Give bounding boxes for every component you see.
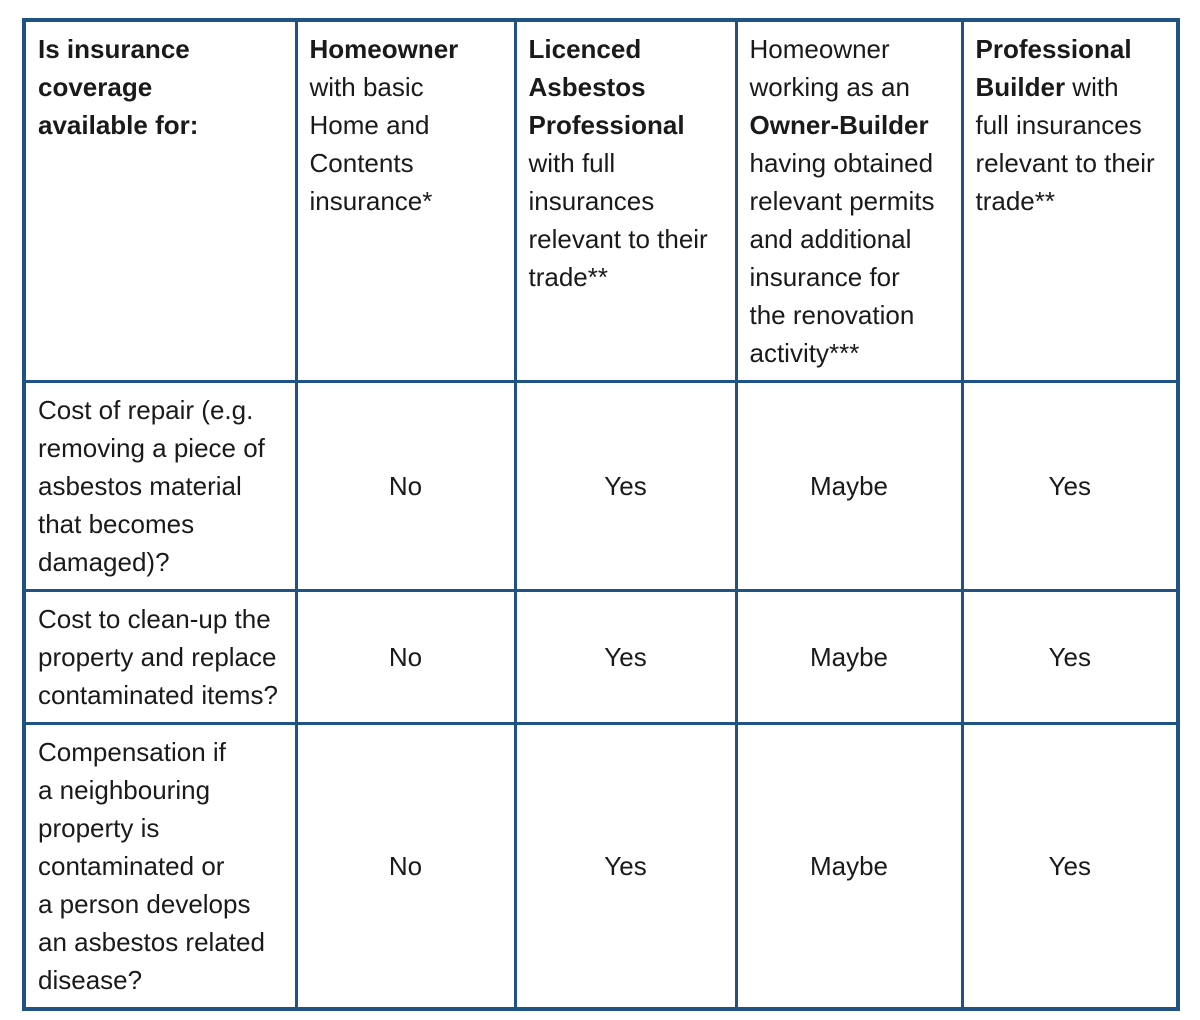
row-label: Compensation if a neighbouring property … xyxy=(22,722,298,1011)
header-row: Is insurance coverage available for: Hom… xyxy=(22,18,1180,383)
header-cell-licenced-professional: Licenced Asbestos Professional with full… xyxy=(513,18,738,383)
header-cell-homeowner: Homeowner with basic Home and Contents i… xyxy=(294,18,517,383)
coverage-value-cell: Yes xyxy=(960,722,1180,1011)
table-wrapper: Is insurance coverage available for: Hom… xyxy=(22,18,1180,1011)
header-post-text: with full insurances relevant to their t… xyxy=(528,148,708,292)
table-row-repair-cost: Cost of repair (e.g. removing a piece of… xyxy=(22,380,1180,592)
header-bold-text: Homeowner xyxy=(309,34,459,64)
header-pre-text: Homeowner working as an xyxy=(749,34,910,102)
header-bold-text: Professional Builder xyxy=(975,34,1132,102)
coverage-value-cell: Maybe xyxy=(734,589,964,725)
coverage-value-cell: No xyxy=(294,722,517,1011)
header-bold-text: Licenced Asbestos Professional xyxy=(528,34,685,140)
insurance-coverage-table: Is insurance coverage available for: Hom… xyxy=(22,18,1180,1011)
coverage-value-cell: Yes xyxy=(960,589,1180,725)
coverage-value-cell: Yes xyxy=(513,589,738,725)
coverage-value-cell: No xyxy=(294,380,517,592)
table-row-cleanup-cost: Cost to clean-up the property and replac… xyxy=(22,589,1180,725)
coverage-value-cell: Maybe xyxy=(734,722,964,1011)
row-label: Cost to clean-up the property and replac… xyxy=(22,589,298,725)
question-header-text: Is insurance coverage available for: xyxy=(38,34,199,140)
table-row-compensation: Compensation if a neighbouring property … xyxy=(22,722,1180,1011)
header-post-text: with basic Home and Contents insurance* xyxy=(309,72,433,216)
row-label: Cost of repair (e.g. removing a piece of… xyxy=(22,380,298,592)
coverage-value-cell: No xyxy=(294,589,517,725)
header-bold-text: Owner-Builder xyxy=(749,110,929,140)
header-cell-owner-builder: Homeowner working as an Owner-Builder ha… xyxy=(734,18,964,383)
header-post-text: having obtained relevant permits and add… xyxy=(749,148,935,368)
header-cell-question: Is insurance coverage available for: xyxy=(22,18,298,383)
header-cell-professional-builder: Professional Builder with full insurance… xyxy=(960,18,1180,383)
coverage-value-cell: Yes xyxy=(960,380,1180,592)
coverage-value-cell: Yes xyxy=(513,722,738,1011)
coverage-value-cell: Maybe xyxy=(734,380,964,592)
coverage-value-cell: Yes xyxy=(513,380,738,592)
header-post-text: with full insurances relevant to their t… xyxy=(975,72,1155,216)
